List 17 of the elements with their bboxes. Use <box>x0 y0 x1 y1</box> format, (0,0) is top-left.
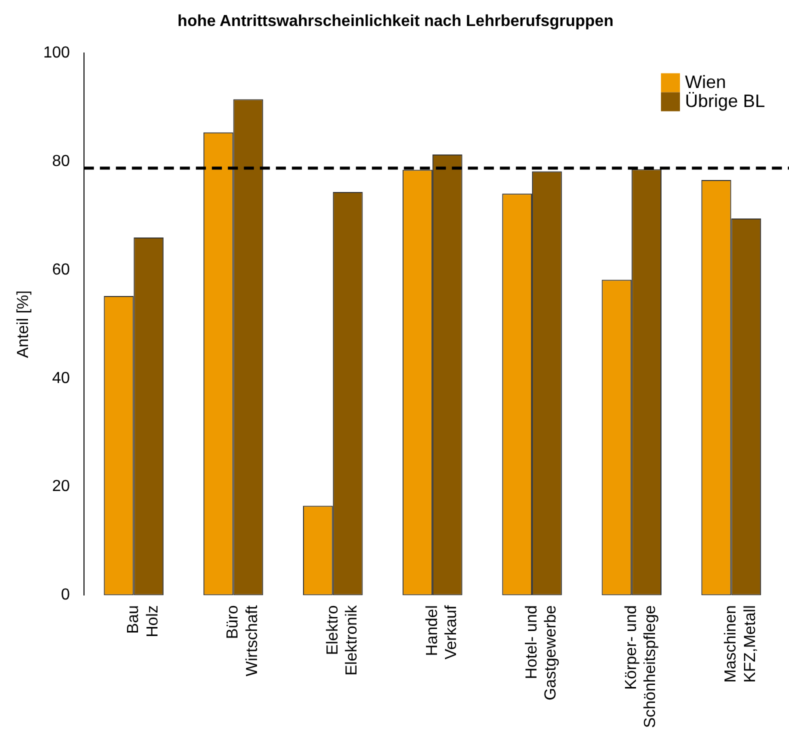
y-tick-label: 20 <box>52 478 70 496</box>
legend-label: Übrige BL <box>684 91 766 112</box>
chart-title: hohe Antrittswahrscheinlichkeit nach Lehrberufsgruppen <box>178 13 614 30</box>
y-tick-label: 0 <box>60 586 70 604</box>
x-tick-label: Büro Wirtschaft <box>224 604 261 676</box>
y-tick-label: 80 <box>52 153 70 170</box>
y-tick-label: 60 <box>52 261 70 278</box>
x-tick-label: Bau Holz <box>125 605 162 638</box>
x-tick-label: Maschinen KFZ,Metall <box>722 605 759 683</box>
legend-label: Wien <box>684 72 726 92</box>
x-tick-label: Körper- und Schönheitspflege <box>623 605 660 728</box>
x-tick-label: Handel Verkauf <box>424 604 460 660</box>
y-axis-title: Anteil [%] <box>15 290 32 358</box>
x-tick-label: Elektro Elektronik <box>324 604 360 676</box>
x-tick-label: Hotel- und Gastgewerbe <box>523 605 560 700</box>
y-tick-label: 100 <box>43 44 70 62</box>
y-tick-label: 40 <box>52 370 70 387</box>
